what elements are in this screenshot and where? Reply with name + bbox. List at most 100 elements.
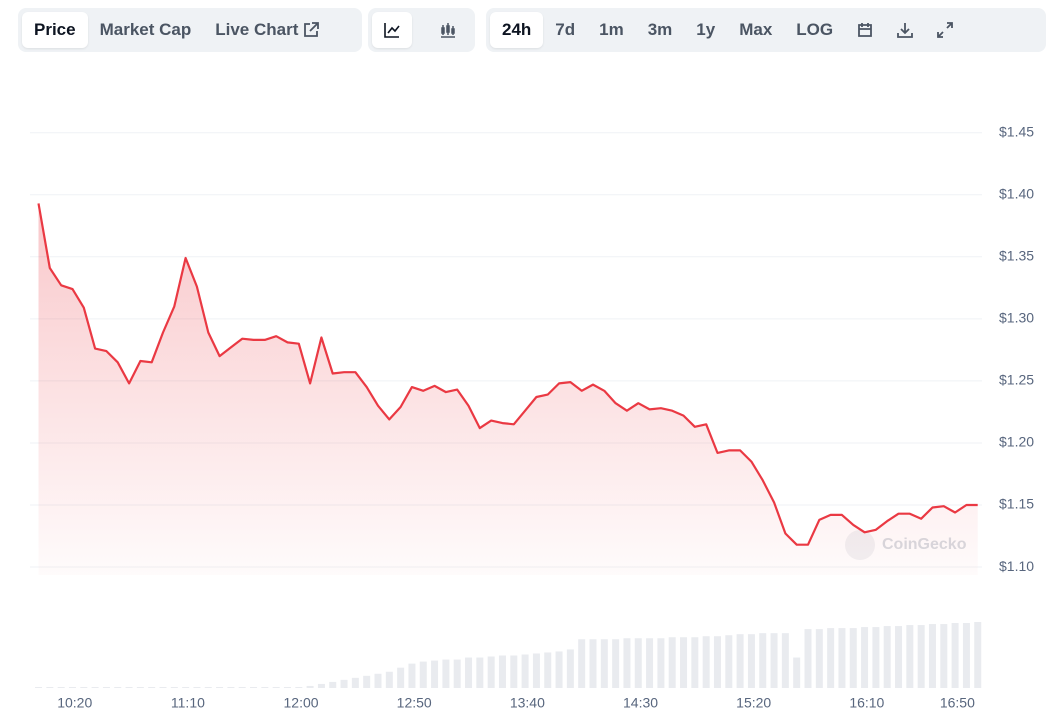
volume-bar [170,686,178,688]
volume-bar [261,686,269,688]
volume-bar [216,686,224,688]
volume-bar [781,633,789,688]
tab-market-cap[interactable]: Market Cap [99,20,192,39]
y-tick-label: $1.15 [999,496,1034,512]
y-tick-label: $1.20 [999,434,1034,450]
volume-bar [125,686,133,688]
volume-bar [713,636,721,688]
volume-bar [272,686,280,688]
x-tick-label: 12:50 [397,695,432,711]
volume-bar [476,657,484,688]
volume-bar [510,655,518,688]
y-tick-label: $1.10 [999,558,1034,574]
range-1m[interactable]: 1m [599,20,624,39]
volume-bar [57,686,65,688]
log-toggle[interactable]: LOG [796,20,834,39]
volume-bar [793,657,801,688]
fullscreen[interactable] [925,12,965,48]
volume-bar [747,634,755,688]
volume-bar [815,629,823,688]
volume-bar [612,639,620,688]
volume-bar [759,633,767,688]
x-tick-label: 16:10 [849,695,884,711]
volume-bar [317,683,325,688]
volume-bar [283,686,291,688]
volume-bar [566,649,574,688]
line-view[interactable] [372,12,412,48]
volume-bar [623,638,631,688]
volume-bar [962,623,970,688]
volume-bar [680,637,688,688]
live-chart-label: Live Chart [215,20,299,39]
view-tabs: Price Market Cap Live Chart [18,8,362,52]
x-tick-label: 12:00 [284,695,319,711]
volume-bar [702,636,710,688]
volume-bar [917,625,925,688]
volume-bar [634,638,642,688]
volume-bar [397,667,405,688]
volume-bar [736,634,744,688]
tab-price[interactable]: Price [22,12,88,48]
x-tick-label: 13:40 [510,695,545,711]
volume-bar [136,686,144,688]
volume-bar [883,626,891,688]
volume-bar [646,638,654,688]
volume-bar [91,686,99,688]
x-tick-label: 16:50 [940,695,975,711]
price-area [38,203,978,575]
line-icon [384,23,400,38]
download[interactable] [885,12,925,48]
volume-bar [895,626,903,688]
volume-bar [363,675,371,688]
volume-bar [114,686,122,688]
range-24h[interactable]: 24h [490,12,544,48]
volume-bar [159,686,167,688]
volume-bar [408,663,416,688]
volume-bar [804,629,812,688]
calendar[interactable] [845,12,885,48]
y-tick-label: $1.25 [999,372,1034,388]
volume-bar [35,686,43,688]
volume-bar [668,637,676,688]
volume-bar [849,628,857,688]
volume-bar [725,635,733,688]
external-icon [304,22,320,37]
range-7d[interactable]: 7d [555,20,576,39]
watermark: CoinGecko [845,530,967,560]
y-tick-label: $1.30 [999,310,1034,326]
volume-bar [351,677,359,688]
volume-bar [838,628,846,688]
volume-bar [498,655,506,688]
volume-bar [453,659,461,688]
volume-bar [295,686,303,688]
volume-bar [306,685,314,688]
y-tick-label: $1.35 [999,247,1034,263]
volume-bar [340,679,348,688]
volume-bar [555,651,563,688]
volume-bar [487,656,495,688]
volume-bar [385,671,393,688]
volume-bar [974,622,982,688]
expand-icon [937,22,954,38]
volume-bar [102,686,110,688]
range-max[interactable]: Max [739,20,773,39]
volume-bar [906,625,914,688]
volume-bar [872,627,880,688]
volume-bar [951,623,959,688]
volume-bar [657,638,665,688]
volume-bar [68,686,76,688]
volume-bar [578,639,586,688]
range-3m[interactable]: 3m [647,20,673,39]
candle-icon [441,23,455,38]
volume-bar [250,686,258,688]
candle-view[interactable] [428,12,468,48]
volume-bar [861,627,869,688]
tab-live-chart[interactable]: Live Chart [203,12,332,48]
x-tick-label: 10:20 [57,695,92,711]
volume-bar [940,624,948,688]
range-1y[interactable]: 1y [696,20,716,39]
volume-bar [600,639,608,688]
price-line [37,203,978,546]
volume-bar [544,652,552,688]
